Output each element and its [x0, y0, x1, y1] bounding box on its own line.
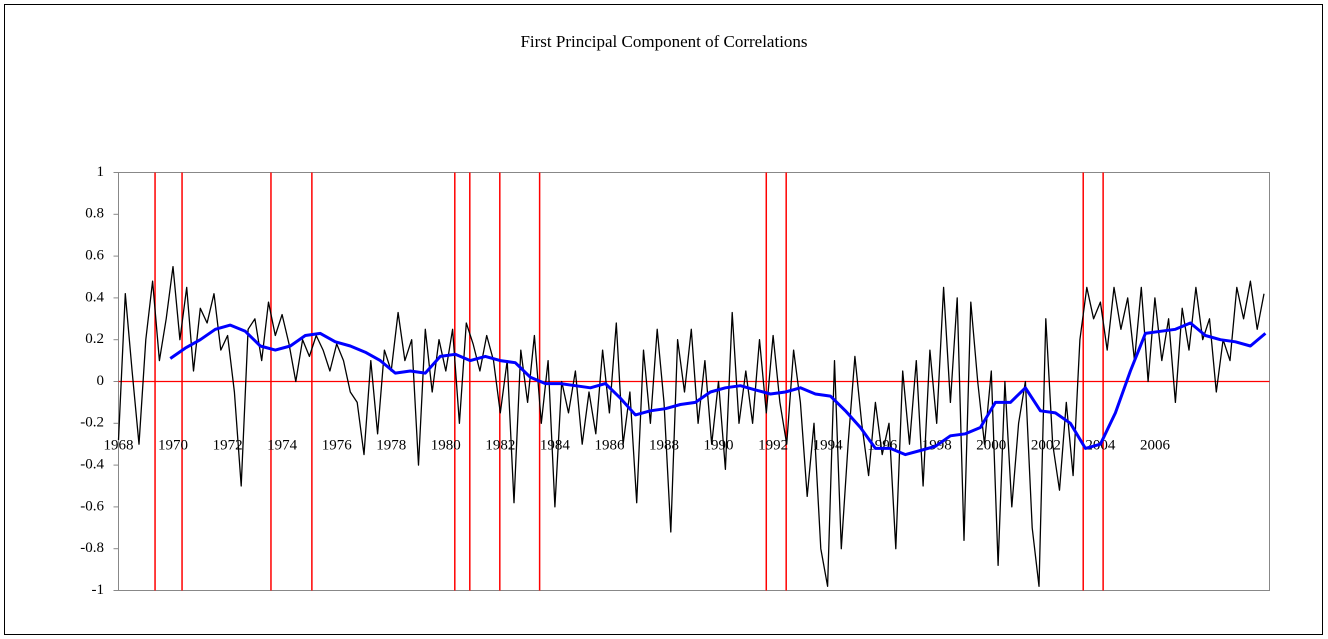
y-tick-label: 0.6 [85, 248, 104, 264]
x-tick-label: 1976 [322, 437, 353, 453]
x-tick-label: 1984 [540, 437, 571, 453]
y-tick-label: -0.6 [80, 498, 104, 514]
x-tick-label: 1988 [649, 437, 679, 453]
y-tick-label: -0.8 [80, 540, 104, 556]
x-tick-label: 2002 [1031, 437, 1061, 453]
y-tick-label: 1 [97, 164, 105, 180]
x-tick-label: 1990 [704, 437, 734, 453]
y-tick-label: -1 [92, 582, 105, 598]
x-tick-label: 1992 [758, 437, 788, 453]
chart-title: First Principal Component of Correlation… [520, 32, 807, 51]
series-line [117, 265, 1265, 587]
y-tick-label: 0.2 [85, 331, 104, 347]
y-tick-label: 0.4 [85, 289, 104, 305]
x-tick-label: 1970 [158, 437, 188, 453]
y-tick-label: 0.8 [85, 206, 104, 222]
x-tick-label: 1986 [594, 437, 625, 453]
x-tick-label: 1974 [267, 437, 298, 453]
series-line [169, 321, 1267, 457]
x-tick-label: 2006 [1140, 437, 1171, 453]
x-tick-label: 1978 [376, 437, 406, 453]
x-tick-label: 1994 [813, 437, 844, 453]
x-tick-label: 1980 [431, 437, 461, 453]
y-tick-label: -0.2 [80, 415, 104, 431]
x-tick-label: 1968 [104, 437, 134, 453]
x-tick-label: 1972 [213, 437, 243, 453]
y-tick-label: -0.4 [80, 457, 104, 473]
x-tick-label: 1982 [485, 437, 515, 453]
y-tick-label: 0 [97, 373, 105, 389]
